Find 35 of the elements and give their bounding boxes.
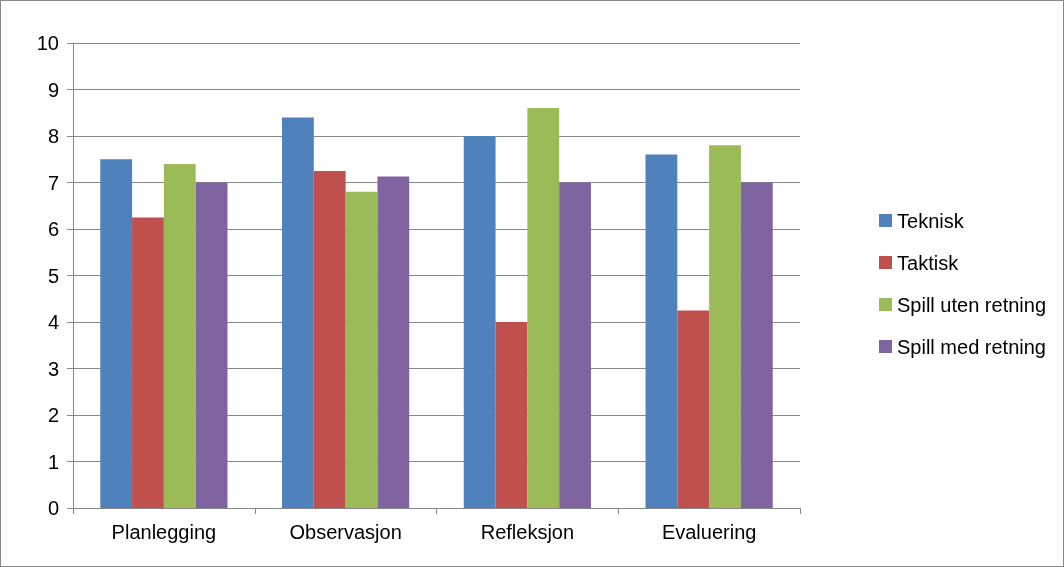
legend-label: Spill uten retning — [897, 293, 1046, 316]
y-tick-label: 5 — [47, 264, 59, 287]
y-tick-label: 0 — [47, 497, 59, 519]
x-tick-label: Planlegging — [111, 521, 217, 543]
bar — [463, 136, 496, 508]
bar — [345, 191, 378, 508]
x-tick-label: Refleksjon — [480, 521, 575, 543]
legend-label: Taktisk — [897, 251, 960, 274]
bar — [282, 117, 314, 508]
x-tick-label: Observasjon — [289, 521, 402, 543]
legend-label: Teknisk — [897, 209, 965, 232]
y-tick-label: 7 — [47, 171, 59, 194]
bar — [313, 170, 346, 508]
bar — [677, 310, 710, 508]
bar — [527, 108, 560, 508]
bar — [132, 217, 164, 508]
bar — [709, 145, 741, 508]
bar — [163, 163, 196, 508]
bar — [645, 154, 678, 508]
y-tick-label: 6 — [47, 218, 59, 240]
bar — [377, 176, 410, 508]
y-tick-label: 4 — [47, 311, 59, 333]
x-tick-label: Evaluering — [661, 521, 757, 543]
bar — [195, 182, 228, 508]
y-tick-label: 8 — [47, 125, 59, 147]
y-tick-label: 3 — [47, 357, 59, 380]
y-tick-label: 2 — [47, 404, 59, 426]
y-tick-label: 1 — [47, 450, 59, 473]
y-tick-label: 9 — [47, 78, 59, 101]
bar — [559, 182, 591, 508]
bar — [495, 322, 528, 508]
bar — [100, 159, 133, 508]
y-tick-label: 10 — [36, 32, 59, 54]
legend-label: Spill med retning — [897, 335, 1046, 358]
bar — [740, 182, 773, 508]
